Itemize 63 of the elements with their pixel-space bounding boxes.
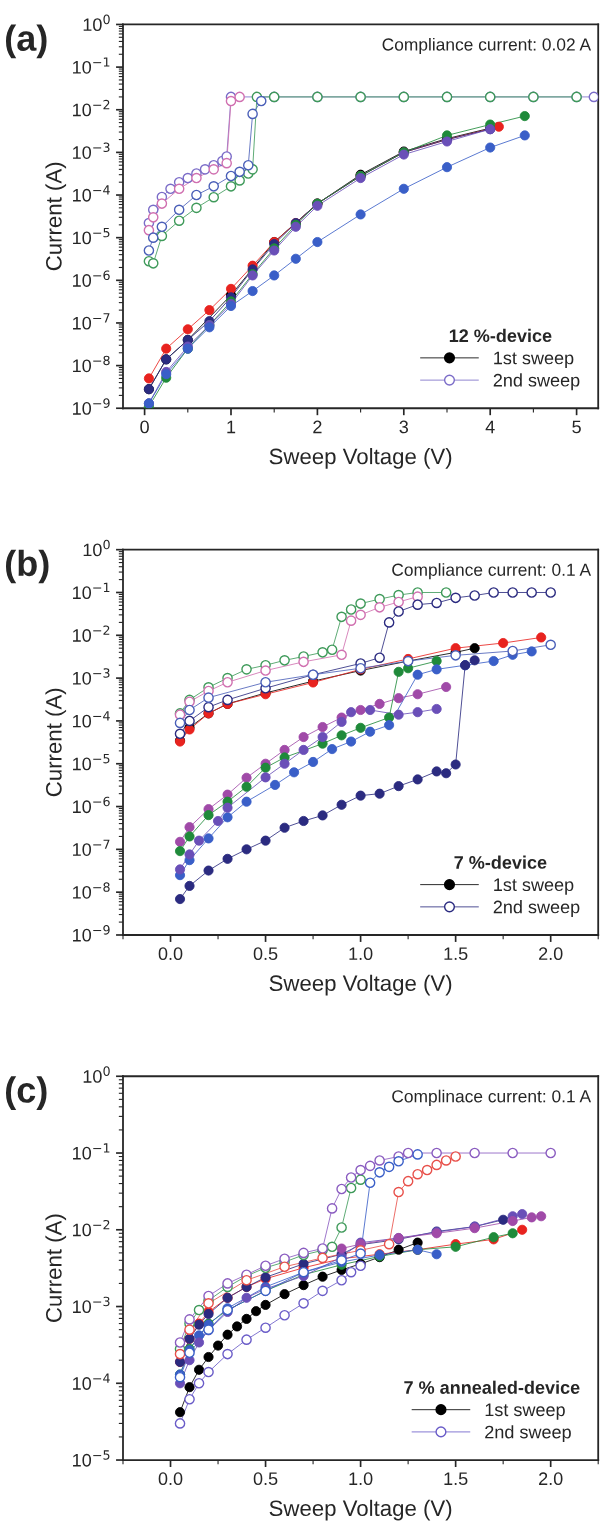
y-tick-label: 10$^{−7}$ [73, 839, 110, 856]
legend-title: 7 % annealed-device [404, 1380, 580, 1394]
annotation: Compliance current: 0.02 A [382, 37, 592, 55]
x-tick-label: 1 [227, 420, 236, 434]
y-tick-label: 10$^{−7}$ [73, 313, 110, 330]
y-tick-label: 10$^{−8}$ [73, 882, 110, 899]
y-tick-label: 10$^{−3}$ [73, 668, 110, 685]
y-tick-label: 10$^{0}$ [83, 1066, 110, 1083]
x-tick-label: 0 [140, 420, 149, 434]
x-tick-label: 0.5 [253, 947, 278, 961]
y-tick-label: 10$^{−8}$ [73, 355, 110, 373]
x-tick-label: 0.0 [158, 1472, 183, 1486]
legend-label: 1st sweep [485, 1403, 565, 1420]
y-tick-label: 10$^{−2}$ [73, 625, 110, 642]
legend-label: 1st sweep [494, 351, 574, 368]
legend-label: 2nd sweep [493, 373, 580, 391]
y-tick-label: 10$^{−5}$ [73, 754, 110, 771]
x-axis-title: Sweep Voltage (V) [269, 974, 452, 996]
x-axis-title: Sweep Voltage (V) [269, 1499, 452, 1521]
x-tick-label: 0.0 [158, 947, 183, 961]
x-tick-label: 1.0 [349, 947, 373, 961]
y-tick-label: 10$^{−9}$ [73, 398, 110, 415]
x-tick-label: 1.5 [444, 947, 468, 961]
y-tick-label: 10$^{−4}$ [73, 1373, 110, 1390]
y-tick-label: 10$^{0}$ [83, 14, 110, 32]
y-tick-label: 10$^{−1}$ [73, 582, 110, 600]
text: (b) [6, 549, 49, 584]
legend-title: 7 %-device [454, 855, 547, 869]
y-tick-label: 10$^{−1}$ [73, 57, 110, 74]
y-tick-label: 10$^{−3}$ [73, 1296, 110, 1314]
x-tick-label: 2 [313, 420, 322, 434]
y-tick-label: 10$^{−1}$ [73, 1143, 110, 1160]
annotation: Complinace current: 0.1 A [392, 1089, 592, 1106]
y-tick-label: 10$^{−5}$ [73, 227, 110, 245]
y-tick-label: 10$^{−4}$ [73, 185, 110, 202]
legend-title: 12 %-device [449, 328, 552, 343]
text: (a) [6, 24, 47, 59]
x-tick-label: 3 [399, 420, 409, 434]
x-tick-label: 2.0 [539, 947, 563, 961]
x-tick-label: 2.0 [539, 1472, 563, 1486]
x-tick-label: 4 [485, 420, 495, 434]
legend-label: 2nd sweep [493, 900, 580, 917]
x-tick-label: 1.0 [349, 1472, 373, 1486]
y-tick-label: 10$^{−6}$ [73, 796, 110, 814]
x-tick-label: 5 [572, 420, 581, 434]
text: (c) [6, 1076, 47, 1110]
y-axis-title: Current (A) [45, 1214, 67, 1322]
y-tick-label: 10$^{−2}$ [73, 99, 110, 117]
legend-label: 1st sweep [494, 878, 574, 895]
y-tick-label: 10$^{−4}$ [73, 711, 110, 728]
x-tick-label: 1.5 [444, 1472, 468, 1486]
y-tick-label: 10$^{−6}$ [73, 270, 110, 287]
legend-label: 2nd sweep [485, 1425, 571, 1442]
y-axis-title: Current (A) [45, 688, 67, 797]
annotation: Compliance current: 0.1 A [392, 563, 592, 580]
y-tick-label: 10$^{−2}$ [73, 1219, 110, 1237]
y-tick-label: 10$^{−9}$ [73, 925, 110, 942]
x-axis-title: Sweep Voltage (V) [269, 447, 452, 469]
x-tick-label: 0.5 [253, 1472, 278, 1486]
y-axis-title: Current (A) [45, 162, 67, 271]
y-tick-label: 10$^{−5}$ [73, 1450, 110, 1467]
y-tick-label: 10$^{0}$ [83, 539, 110, 557]
y-tick-label: 10$^{−3}$ [73, 142, 110, 159]
